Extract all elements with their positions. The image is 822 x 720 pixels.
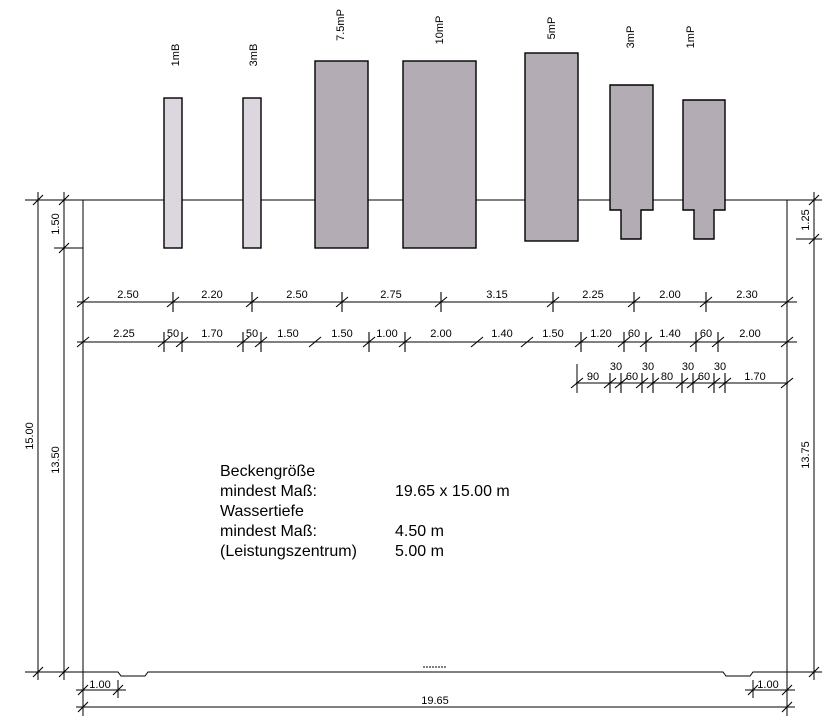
note-water-depth-heading: Wassertiefe — [220, 503, 304, 520]
dim-bottom-left: 1.00 — [89, 679, 110, 691]
dim-r2-6: 1.00 — [376, 328, 397, 340]
platform-7-5mP: 7.5mP — [314, 9, 369, 249]
dimension-row-3: 90 30 60 30 80 30 60 30 1.70 — [570, 361, 794, 393]
dim-r3-6: 60 — [698, 371, 710, 383]
dim-r2-7: 2.00 — [430, 328, 451, 340]
platform-label-1mP: 1mP — [685, 26, 697, 49]
platform-label-3mB: 3mB — [248, 44, 260, 67]
platform-3mB: 3mB — [242, 44, 262, 249]
dim-r2-2: 1.70 — [201, 328, 222, 340]
note-pool-size-heading: Beckengröße — [220, 463, 315, 480]
right-dimensions: 1.25 13.75 — [787, 192, 822, 680]
dim-r3-2: 60 — [626, 371, 638, 383]
note-min-size-value: 19.65 x 15.00 m — [395, 483, 510, 500]
dim-right-bottom: 13.75 — [800, 441, 812, 469]
dimension-row-2: 2.25 50 1.70 50 1.50 1.50 1.00 2.00 1.40… — [76, 328, 797, 352]
platform-3mP: 3mP — [609, 26, 654, 240]
platform-1mP: 1mP — [682, 26, 726, 240]
dim-bottom-total: 19.65 — [421, 695, 449, 707]
note-performance-center-value: 5.00 m — [395, 543, 444, 560]
dim-r2-1: 50 — [167, 328, 179, 340]
dim-r1-4: 3.15 — [486, 289, 507, 301]
dim-r2-11: 60 — [628, 328, 640, 340]
platform-label-10mP: 10mP — [434, 16, 446, 45]
dim-r3-4: 80 — [661, 371, 673, 383]
note-min-depth-label: mindest Maß: — [220, 523, 317, 540]
dim-r3-7: 30 — [714, 361, 726, 373]
dim-r3-1: 30 — [610, 361, 622, 373]
dim-r2-3: 50 — [246, 328, 258, 340]
dim-r1-3: 2.75 — [380, 289, 401, 301]
dim-r1-6: 2.00 — [659, 289, 680, 301]
platform-label-3mP: 3mP — [625, 26, 637, 49]
dim-r1-2: 2.50 — [286, 289, 307, 301]
dim-r2-0: 2.25 — [113, 328, 134, 340]
dim-r1-1: 2.20 — [201, 289, 222, 301]
pool-outline — [82, 199, 788, 677]
dim-r3-8: 1.70 — [744, 371, 765, 383]
dimension-row-1: 2.50 2.20 2.50 2.75 3.15 2.25 2.00 2.30 — [76, 289, 797, 312]
platform-5mP: 5mP — [524, 17, 579, 242]
dim-r2-14: 2.00 — [739, 328, 760, 340]
pool-notes: Beckengröße mindest Maß: 19.65 x 15.00 m… — [220, 463, 510, 560]
dim-r2-10: 1.20 — [590, 328, 611, 340]
dim-r2-5: 1.50 — [331, 328, 352, 340]
platform-label-1mB: 1mB — [170, 44, 182, 67]
dim-r3-5: 30 — [682, 361, 694, 373]
dim-r3-0: 90 — [587, 371, 599, 383]
note-min-size-label: mindest Maß: — [220, 483, 317, 500]
dim-r3-3: 30 — [642, 361, 654, 373]
dim-r2-13: 60 — [700, 328, 712, 340]
dim-r1-0: 2.50 — [117, 289, 138, 301]
dim-r2-8: 1.40 — [491, 328, 512, 340]
dim-r1-5: 2.25 — [582, 289, 603, 301]
platform-1mB: 1mB — [163, 44, 183, 249]
dim-r2-12: 1.40 — [659, 328, 680, 340]
dim-left-bottom: 13.50 — [50, 446, 62, 474]
left-dimensions: 15.00 1.50 13.50 — [24, 192, 83, 680]
platform-10mP: 10mP — [402, 16, 477, 249]
dim-right-top: 1.25 — [800, 209, 812, 230]
note-performance-center-label: (Leistungszentrum) — [220, 543, 357, 560]
dim-r2-9: 1.50 — [542, 328, 563, 340]
dim-r2-4: 1.50 — [277, 328, 298, 340]
dim-bottom-right: 1.00 — [757, 679, 778, 691]
note-min-depth-value: 4.50 m — [395, 523, 444, 540]
dim-left-top: 1.50 — [50, 213, 62, 234]
bottom-dimensions: 1.00 1.00 19.65 — [76, 672, 795, 716]
dim-left-total: 15.00 — [24, 422, 36, 450]
dim-r1-7: 2.30 — [736, 289, 757, 301]
platform-label-5mP: 5mP — [546, 17, 558, 40]
platform-label-7-5mP: 7.5mP — [335, 9, 347, 41]
